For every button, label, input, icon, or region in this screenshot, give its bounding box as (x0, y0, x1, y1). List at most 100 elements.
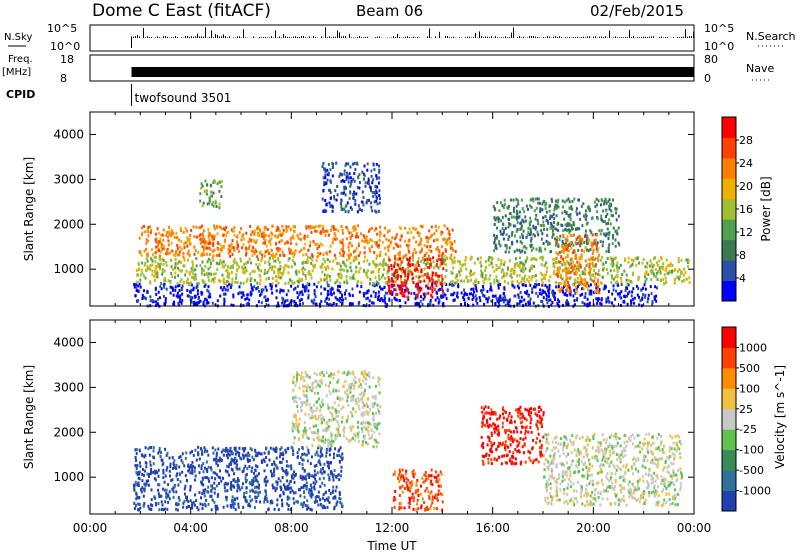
data-cell (172, 462, 175, 465)
data-cell (267, 303, 270, 307)
data-cell (387, 264, 389, 268)
data-cell (282, 492, 285, 496)
data-cell (612, 288, 615, 292)
data-cell (608, 207, 611, 211)
data-cell (581, 287, 584, 291)
data-cell (321, 481, 324, 485)
data-cell (511, 240, 514, 244)
data-cell (583, 235, 586, 239)
data-cell (530, 236, 533, 240)
data-cell (470, 292, 472, 296)
data-cell (363, 164, 366, 168)
data-cell (397, 244, 399, 248)
data-cell (574, 256, 577, 260)
data-cell (373, 200, 376, 204)
data-cell (348, 255, 350, 259)
data-cell (314, 473, 317, 477)
data-cell (189, 485, 192, 489)
data-cell (136, 472, 139, 476)
colorbar-swatch (722, 260, 736, 282)
data-cell (516, 221, 519, 224)
data-cell (573, 278, 576, 282)
data-cell (285, 293, 288, 297)
data-cell (169, 465, 172, 469)
data-cell (233, 258, 236, 261)
data-cell (172, 486, 175, 490)
data-cell (313, 487, 316, 491)
data-cell (420, 249, 423, 253)
data-cell (395, 262, 398, 266)
data-cell (270, 287, 273, 291)
data-cell (293, 230, 296, 234)
data-cell (183, 499, 186, 503)
data-cell (575, 287, 578, 291)
data-cell (543, 277, 546, 280)
data-cell (518, 210, 521, 214)
data-cell (559, 290, 561, 293)
data-cell (200, 447, 203, 451)
data-cell (260, 301, 263, 305)
data-cell (523, 263, 526, 267)
data-cell (222, 245, 225, 249)
data-cell (435, 229, 438, 232)
data-cell (566, 234, 569, 238)
data-cell (643, 283, 646, 287)
data-cell (463, 279, 466, 283)
data-cell (225, 234, 228, 238)
data-cell (316, 471, 319, 475)
data-cell (611, 257, 614, 261)
data-cell (518, 265, 521, 269)
data-cell (587, 239, 590, 243)
data-cell (137, 289, 140, 293)
data-cell (262, 458, 265, 462)
data-cell (198, 282, 200, 286)
data-cell (279, 290, 281, 294)
data-cell (203, 189, 206, 193)
data-cell (378, 253, 381, 257)
data-cell (651, 265, 654, 269)
data-cell (578, 261, 581, 265)
data-cell (280, 446, 283, 450)
data-cell (374, 276, 377, 280)
data-cell (263, 254, 266, 258)
data-cell (619, 263, 622, 267)
data-cell (306, 504, 309, 508)
data-cell (345, 175, 348, 179)
data-cell (542, 216, 544, 220)
data-cell (329, 292, 332, 296)
data-cell (428, 278, 431, 282)
data-cell (591, 262, 594, 266)
data-cell (503, 228, 505, 232)
data-cell (340, 469, 343, 473)
data-cell (584, 292, 587, 296)
data-cell (226, 449, 229, 453)
data-cell (657, 270, 659, 274)
data-cell (515, 197, 518, 201)
data-cell (501, 204, 504, 208)
data-cell (324, 233, 327, 237)
data-cell (254, 495, 257, 499)
data-cell (532, 246, 535, 250)
data-cell (601, 244, 604, 248)
data-cell (511, 232, 514, 236)
data-cell (563, 268, 566, 272)
data-cell (503, 260, 506, 264)
data-cell (510, 198, 512, 202)
data-cell (500, 232, 503, 236)
data-cell (588, 268, 591, 272)
data-cell (390, 277, 393, 280)
data-cell (616, 283, 619, 287)
data-cell (650, 271, 653, 275)
data-cell (178, 465, 181, 469)
data-cell (553, 221, 555, 224)
data-cell (257, 226, 260, 230)
data-cell (530, 243, 533, 247)
data-cell (614, 257, 616, 261)
data-cell (465, 267, 468, 271)
data-cell (163, 480, 166, 484)
data-cell (308, 272, 311, 276)
data-cell (445, 257, 448, 261)
data-cell (546, 266, 549, 270)
data-cell (431, 278, 434, 282)
data-cell (306, 499, 309, 503)
